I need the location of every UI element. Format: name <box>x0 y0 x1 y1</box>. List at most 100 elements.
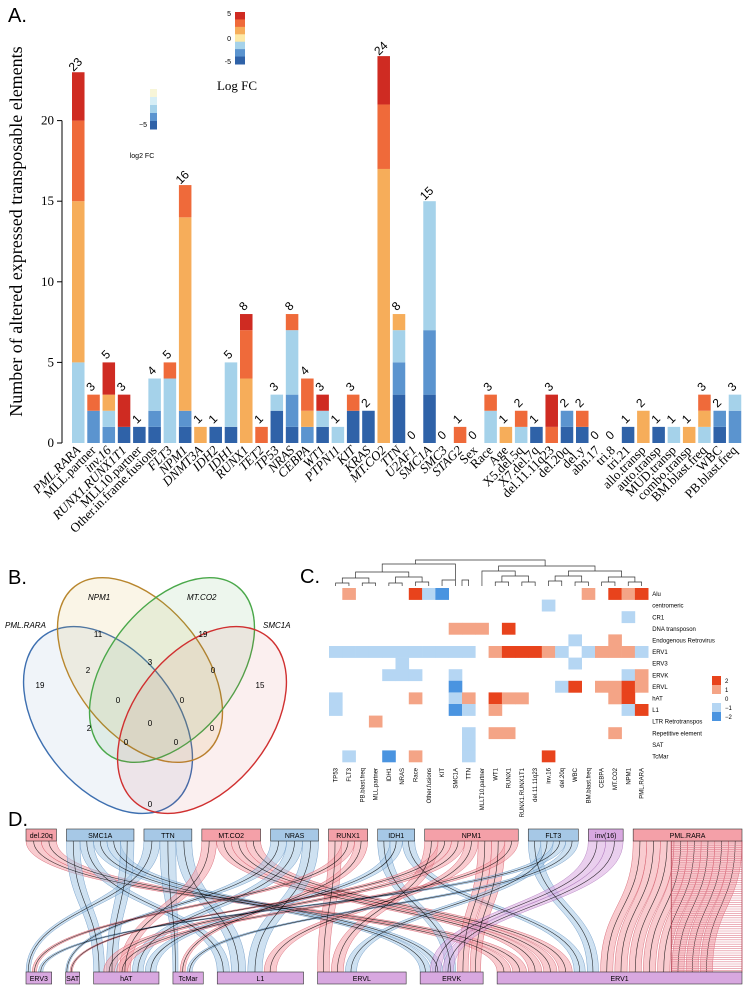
heatmap-cell <box>634 588 649 600</box>
y-tick-label: 0 <box>48 435 55 450</box>
legend-color-step <box>235 56 245 65</box>
sankey-top-node <box>143 828 193 842</box>
heatmap-legend-swatch <box>712 676 721 685</box>
dendrogram-branch <box>574 581 589 586</box>
sankey-flow-lines <box>27 840 736 973</box>
sankey-ribbon-edge <box>323 840 336 973</box>
bar-segment <box>72 72 85 121</box>
heatmap-row-label: centromeric <box>652 604 683 610</box>
sankey-ribbon-edge <box>182 840 362 973</box>
venn-region-count: 19 <box>36 681 45 690</box>
bar-count-label: 1 <box>328 412 343 427</box>
heatmap-cell <box>462 646 476 658</box>
legend-tick-label: 5 <box>227 11 231 18</box>
bar-segment <box>484 410 497 443</box>
heatmap-col-label: Other.fusions <box>427 768 433 803</box>
legend-color-step <box>235 41 245 50</box>
bar-count-label: 3 <box>480 379 495 394</box>
bar-segment <box>240 314 253 331</box>
heatmap-cell <box>435 646 449 658</box>
heatmap-cell <box>621 704 636 716</box>
legend-color-step <box>235 12 245 20</box>
bar-segment <box>667 426 681 443</box>
sankey-bottom-node-label: hAT <box>120 976 133 983</box>
legend-color-step <box>235 34 245 43</box>
heatmap-col-label: NRAS <box>400 768 406 785</box>
heatmap-cell <box>621 669 636 682</box>
bar-count-label: 1 <box>496 412 511 427</box>
heatmap-cell <box>355 646 370 658</box>
sankey-top-node-label: inv(16) <box>595 833 616 840</box>
sankey-top-node-label: SMC1A <box>88 833 112 840</box>
heatmap-col-label: WBC <box>573 767 579 782</box>
heatmap-row-label: ERVK <box>652 673 668 679</box>
dendrogram-branch <box>521 581 536 586</box>
bar-segment <box>240 330 253 379</box>
y-tick-label: 20 <box>41 113 54 128</box>
bar-segment <box>514 410 528 427</box>
heatmap-col-label: CEBPA <box>600 768 606 788</box>
dendrogram-branch <box>341 577 370 583</box>
bar-segment <box>148 426 161 443</box>
bar-segment <box>117 394 131 427</box>
heatmap-cell <box>408 646 423 658</box>
bar-segment <box>316 394 329 411</box>
sankey-ribbon-edge <box>183 840 239 973</box>
sankey-bottom-node <box>65 971 80 985</box>
heatmap-cell <box>621 611 636 624</box>
venn-set-label: SMC1A <box>263 621 291 630</box>
bar-count-label: 23 <box>66 55 86 75</box>
sankey-bottom-node-label: ERVL <box>353 976 371 983</box>
sankey-ribbon-edge <box>27 840 153 973</box>
heatmap-cell <box>621 692 636 705</box>
legend-color-step <box>235 49 245 58</box>
heatmap-cell <box>422 588 436 600</box>
heatmap-cell <box>501 646 516 658</box>
heatmap-cell <box>608 634 622 647</box>
heatmap-col-label: RUNX1 <box>507 767 513 788</box>
bar-segment <box>499 426 513 443</box>
bar-count-label: 1 <box>450 412 465 427</box>
bar-segment <box>148 378 161 411</box>
sankey-ribbon-edge <box>435 840 598 973</box>
heatmap-cell <box>608 727 622 740</box>
heatmap-cell <box>528 646 543 658</box>
sankey-top-node <box>588 828 624 842</box>
bar-count-label: 2 <box>557 395 572 410</box>
heatmap-cell <box>462 692 476 705</box>
bar-count-label: 3 <box>114 379 129 394</box>
bar-count-label: 1 <box>129 412 144 427</box>
heatmap-legend-swatch <box>712 703 721 712</box>
bar-count-label: 8 <box>282 299 297 314</box>
bar-segment <box>102 362 116 395</box>
heatmap-legend-label: −1 <box>725 706 733 712</box>
dendrogram-branch <box>361 582 376 586</box>
heatmap-cell <box>488 704 503 716</box>
sankey-diagram: del.20q SMC1A TTN MT.CO2 NRAS RUNX1 IDH1 NPM1 FL… <box>25 828 743 985</box>
heatmap-cell <box>634 680 649 693</box>
bar-segment <box>163 362 177 379</box>
sankey-ribbon-edge <box>70 840 446 973</box>
sankey-ribbon-edge <box>649 840 682 973</box>
panel-c-letter: C. <box>300 566 320 588</box>
sankey-ribbon-edge <box>252 840 566 973</box>
heatmap-row-label: Repetitive element <box>652 731 702 737</box>
bar-segment <box>514 426 528 443</box>
heatmap-row-label: ERVL <box>652 685 668 691</box>
heatmap-row-label: DNA transposon <box>652 627 696 633</box>
bar-segment <box>270 394 284 411</box>
sankey-top-node-label: IDH1 <box>388 833 404 840</box>
bar-count-label: 3 <box>542 379 557 394</box>
legend-color-step <box>235 19 245 28</box>
bar-count-label: 24 <box>371 38 391 58</box>
heatmap-cell <box>408 692 423 705</box>
heatmap-row-label: Endogenous Retrovirus <box>652 639 715 645</box>
heatmap-col-label: NPM1 <box>626 767 632 784</box>
heatmap-cell <box>568 634 582 647</box>
sankey-ribbon-edge <box>111 840 128 973</box>
sankey-top-node <box>632 828 743 842</box>
heatmap-row-label: ERV3 <box>652 662 668 668</box>
bar-count-label: 0 <box>404 428 419 443</box>
bar-count-label: 2 <box>358 395 373 410</box>
